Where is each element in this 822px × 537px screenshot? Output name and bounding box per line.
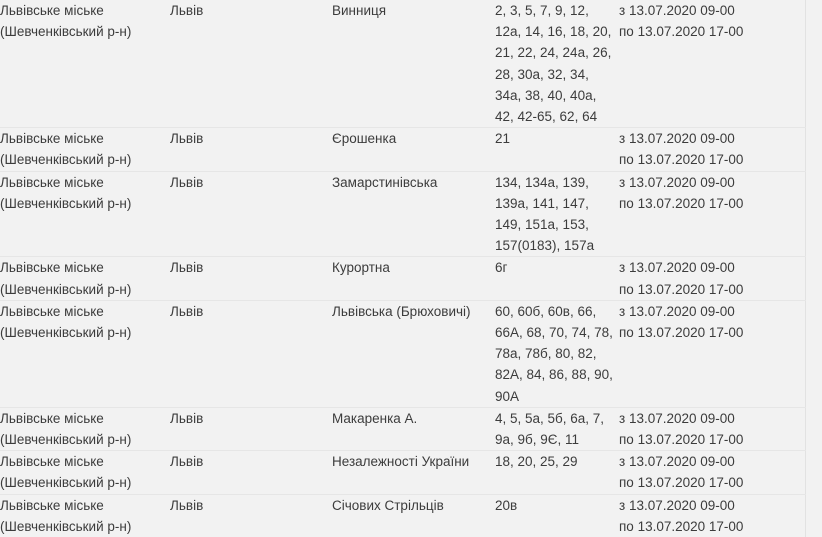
- cell-street: Єрошенка: [332, 128, 495, 171]
- table-row: Львівське міське (Шевченківський р-н) Льв…: [0, 494, 806, 537]
- cell-houses: 18, 20, 25, 29: [495, 451, 619, 494]
- period-from-text: з 13.07.2020 09-00: [619, 131, 735, 147]
- period-to-text: по 13.07.2020 17-00: [619, 518, 744, 534]
- cell-street-text: Винниця: [332, 3, 387, 18]
- cell-houses: 6г: [495, 257, 619, 300]
- cell-region-text: Львівське міське (Шевченківський р-н): [0, 497, 132, 534]
- cell-street: Курортна: [332, 257, 495, 300]
- cell-houses: 2, 3, 5, 7, 9, 12, 12а, 14, 16, 18, 20, …: [495, 0, 619, 128]
- cell-street-text: Єрошенка: [332, 131, 397, 147]
- cell-region: Львівське міське (Шевченківський р-н): [0, 407, 170, 450]
- cell-houses-text: 18, 20, 25, 29: [495, 454, 578, 470]
- table-row: Львівське міське (Шевченківський р-н) Льв…: [0, 407, 806, 451]
- period-from-text: з 13.07.2020 09-00: [619, 497, 735, 513]
- cell-city: Львів: [170, 171, 332, 257]
- cell-period: з 13.07.2020 09-00 по 13.07.2020 17-00: [619, 0, 806, 128]
- cell-houses: 4, 5, 5а, 5б, 6а, 7, 9а, 9б, 9Є, 11: [495, 407, 619, 450]
- period-to-text: по 13.07.2020 17-00: [619, 24, 744, 40]
- table-row: Львівське міське (Шевченківський р-н) Льв…: [0, 171, 806, 257]
- cell-city: Львів: [170, 257, 332, 300]
- cell-city-text: Львів: [170, 410, 204, 426]
- cell-city-text: Львів: [170, 131, 204, 147]
- cell-region: Львівське міське (Шевченківський р-н): [0, 128, 170, 171]
- period-from-text: з 13.07.2020 09-00: [619, 260, 735, 276]
- period-to-text: по 13.07.2020 17-00: [619, 281, 744, 297]
- cell-region-text: Львівське міське (Шевченківський р-н): [0, 410, 132, 448]
- cell-period: з 13.07.2020 09-00 по 13.07.2020 17-00: [619, 128, 806, 171]
- cell-city: Львів: [170, 128, 332, 171]
- cell-region: Львівське міське (Шевченківський р-н): [0, 451, 170, 494]
- cell-region: Львівське міське (Шевченківський р-н): [0, 494, 170, 537]
- period-to-text: по 13.07.2020 17-00: [619, 432, 744, 448]
- cell-houses-text: 2, 3, 5, 7, 9, 12, 12а, 14, 16, 18, 20, …: [495, 3, 612, 125]
- cell-houses: 20в: [495, 494, 619, 537]
- period-to-text: по 13.07.2020 17-00: [619, 152, 744, 168]
- cell-houses-text: 60, 60б, 60в, 66, 66А, 68, 70, 74, 78, 7…: [495, 303, 613, 404]
- cell-city: Львів: [170, 451, 332, 494]
- cell-houses: 134, 134а, 139, 139а, 141, 147, 149, 151…: [495, 171, 619, 257]
- cell-city-text: Львів: [170, 303, 204, 319]
- cell-region: Львівське міське (Шевченківський р-н): [0, 0, 170, 128]
- cell-street-text: Курортна: [332, 260, 390, 276]
- cell-region-text: Львівське міське (Шевченківський р-н): [0, 260, 132, 297]
- cell-street: Львівська (Брюховичі): [332, 300, 495, 407]
- cell-period: з 13.07.2020 09-00 по 13.07.2020 17-00: [619, 494, 806, 537]
- cell-street: Винниця: [332, 0, 495, 128]
- period-to-text: по 13.07.2020 17-00: [619, 195, 744, 211]
- cell-street-text: Макаренка А.: [332, 410, 418, 426]
- cell-houses: 60, 60б, 60в, 66, 66А, 68, 70, 74, 78, 7…: [495, 300, 619, 407]
- cell-city-text: Львів: [170, 3, 204, 18]
- cell-city: Львів: [170, 0, 332, 128]
- cell-region: Львівське міське (Шевченківський р-н): [0, 171, 170, 257]
- cell-period: з 13.07.2020 09-00 по 13.07.2020 17-00: [619, 257, 806, 300]
- cell-houses-text: 6г: [495, 260, 508, 276]
- cell-city-text: Львів: [170, 497, 204, 513]
- cell-region-text: Львівське міське (Шевченківський р-н): [0, 303, 132, 341]
- cell-region-text: Львівське міське (Шевченківський р-н): [0, 131, 132, 168]
- period-to-text: по 13.07.2020 17-00: [619, 325, 744, 341]
- period-from-text: з 13.07.2020 09-00: [619, 454, 735, 470]
- cell-region-text: Львівське міське (Шевченківський р-н): [0, 454, 132, 491]
- table-row: Львівське міське (Шевченківський р-н) Льв…: [0, 257, 806, 301]
- cell-city-text: Львів: [170, 260, 204, 276]
- cell-period: з 13.07.2020 09-00 по 13.07.2020 17-00: [619, 407, 806, 450]
- table-row: Львівське міське (Шевченківський р-н) Льв…: [0, 128, 806, 172]
- table-row: Львівське міське (Шевченківський р-н) Льв…: [0, 300, 806, 408]
- cell-street: Макаренка А.: [332, 407, 495, 450]
- cell-street-text: Незалежності України: [332, 454, 470, 470]
- cell-city-text: Львів: [170, 454, 204, 470]
- cell-houses-text: 134, 134а, 139, 139а, 141, 147, 149, 151…: [495, 174, 595, 254]
- cell-region: Львівське міське (Шевченківський р-н): [0, 300, 170, 407]
- cell-street-text: Львівська (Брюховичі): [332, 303, 471, 319]
- table-row: Львівське міське (Шевченківський р-н) Льв…: [0, 451, 806, 495]
- cell-street: Січових Стрільців: [332, 494, 495, 537]
- cell-houses: 21: [495, 128, 619, 171]
- table-row: Львівське міське (Шевченківський р-н) Льв…: [0, 0, 806, 128]
- cell-city-text: Львів: [170, 174, 204, 190]
- cell-city: Львів: [170, 300, 332, 407]
- cell-city: Львів: [170, 494, 332, 537]
- period-from-text: з 13.07.2020 09-00: [619, 174, 735, 190]
- cell-houses-text: 21: [495, 131, 511, 147]
- period-from-text: з 13.07.2020 09-00: [619, 3, 735, 18]
- period-to-text: по 13.07.2020 17-00: [619, 475, 744, 491]
- cell-houses-text: 20в: [495, 497, 518, 513]
- cell-houses-text: 4, 5, 5а, 5б, 6а, 7, 9а, 9б, 9Є, 11: [495, 410, 605, 448]
- cell-region-text: Львівське міське (Шевченківський р-н): [0, 3, 132, 40]
- cell-city: Львів: [170, 407, 332, 450]
- cell-street: Замарстинівська: [332, 171, 495, 257]
- period-from-text: з 13.07.2020 09-00: [619, 410, 735, 426]
- cell-region-text: Львівське міське (Шевченківський р-н): [0, 174, 132, 211]
- cell-period: з 13.07.2020 09-00 по 13.07.2020 17-00: [619, 171, 806, 257]
- cell-street-text: Замарстинівська: [332, 174, 438, 190]
- cell-street-text: Січових Стрільців: [332, 497, 444, 513]
- cell-region: Львівське міське (Шевченківський р-н): [0, 257, 170, 300]
- cell-period: з 13.07.2020 09-00 по 13.07.2020 17-00: [619, 451, 806, 494]
- cell-period: з 13.07.2020 09-00 по 13.07.2020 17-00: [619, 300, 806, 407]
- cell-street: Незалежності України: [332, 451, 495, 494]
- period-from-text: з 13.07.2020 09-00: [619, 303, 735, 319]
